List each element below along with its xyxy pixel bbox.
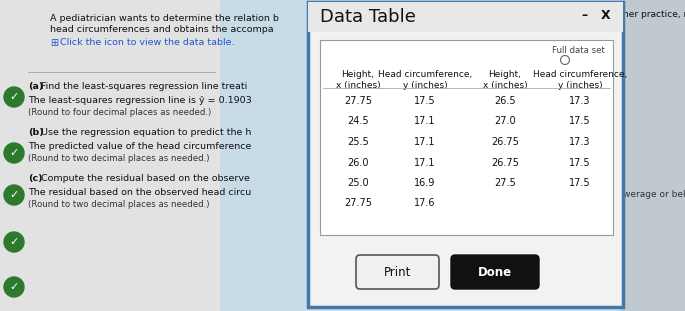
Text: X: X <box>601 9 610 22</box>
Text: 27.5: 27.5 <box>494 178 516 188</box>
Text: 26.75: 26.75 <box>491 157 519 168</box>
Text: her practice, measures their heights and: her practice, measures their heights and <box>623 10 685 19</box>
Text: 26.0: 26.0 <box>347 157 369 168</box>
Text: The predicted value of the head circumference: The predicted value of the head circumfe… <box>28 142 251 151</box>
Text: 17.1: 17.1 <box>414 117 436 127</box>
Text: Click the icon to view the data table.: Click the icon to view the data table. <box>60 38 234 47</box>
Circle shape <box>4 277 24 297</box>
Text: Height,
x (inches): Height, x (inches) <box>483 70 527 90</box>
Text: ✓: ✓ <box>10 148 18 158</box>
Text: 16.9: 16.9 <box>414 178 436 188</box>
Text: 17.5: 17.5 <box>569 117 590 127</box>
Text: 17.3: 17.3 <box>569 137 590 147</box>
Text: 27.75: 27.75 <box>344 198 372 208</box>
Text: ⊞: ⊞ <box>50 38 58 48</box>
Text: 17.1: 17.1 <box>414 137 436 147</box>
Text: A pediatrician wants to determine the relation b: A pediatrician wants to determine the re… <box>50 14 279 23</box>
Text: Compute the residual based on the observe: Compute the residual based on the observ… <box>38 174 250 183</box>
FancyBboxPatch shape <box>451 255 539 289</box>
Text: 25.5: 25.5 <box>347 137 369 147</box>
Text: 17.3: 17.3 <box>569 96 590 106</box>
Text: (c): (c) <box>28 174 42 183</box>
Text: (b): (b) <box>28 128 44 137</box>
Text: Full data set: Full data set <box>552 46 605 55</box>
Text: (Round to two decimal places as needed.): (Round to two decimal places as needed.) <box>28 200 210 209</box>
Text: head circumferences and obtains the accompa: head circumferences and obtains the acco… <box>50 25 273 34</box>
Text: The residual based on the observed head circu: The residual based on the observed head … <box>28 188 251 197</box>
Text: (a): (a) <box>28 82 43 91</box>
Circle shape <box>4 143 24 163</box>
Text: ✓: ✓ <box>10 190 18 200</box>
Text: 25.0: 25.0 <box>347 178 369 188</box>
Text: ✓: ✓ <box>10 237 18 247</box>
Text: (Round to two decimal places as needed.): (Round to two decimal places as needed.) <box>28 154 210 163</box>
FancyBboxPatch shape <box>320 40 613 235</box>
Text: 17.5: 17.5 <box>569 178 590 188</box>
Circle shape <box>4 87 24 107</box>
FancyBboxPatch shape <box>0 0 220 311</box>
Text: Head circumference,
y (inches): Head circumference, y (inches) <box>533 70 627 90</box>
FancyBboxPatch shape <box>356 255 439 289</box>
Text: Done: Done <box>478 266 512 278</box>
FancyBboxPatch shape <box>308 2 623 307</box>
Circle shape <box>4 185 24 205</box>
FancyBboxPatch shape <box>620 0 685 311</box>
Text: Use the regression equation to predict the h: Use the regression equation to predict t… <box>38 128 251 137</box>
Text: Print: Print <box>384 266 411 278</box>
Text: 27.75: 27.75 <box>344 96 372 106</box>
Text: 24.5: 24.5 <box>347 117 369 127</box>
Text: 17.5: 17.5 <box>569 157 590 168</box>
Text: 17.6: 17.6 <box>414 198 436 208</box>
Text: 17.1: 17.1 <box>414 157 436 168</box>
Text: ✓: ✓ <box>10 92 18 102</box>
Text: Find the least-squares regression line treati: Find the least-squares regression line t… <box>38 82 247 91</box>
Text: 17.5: 17.5 <box>414 96 436 106</box>
Text: werage or below average?: werage or below average? <box>623 190 685 199</box>
Circle shape <box>560 55 569 64</box>
Text: Height,
x (inches): Height, x (inches) <box>336 70 380 90</box>
Text: 27.0: 27.0 <box>494 117 516 127</box>
Text: 26.75: 26.75 <box>491 137 519 147</box>
Text: The least-squares regression line is ŷ = 0.1903: The least-squares regression line is ŷ =… <box>28 96 252 105</box>
FancyBboxPatch shape <box>308 2 623 32</box>
Text: (Round to four decimal places as needed.): (Round to four decimal places as needed.… <box>28 108 211 117</box>
Text: Data Table: Data Table <box>320 8 416 26</box>
Text: ✓: ✓ <box>10 282 18 292</box>
Text: 26.5: 26.5 <box>494 96 516 106</box>
Circle shape <box>4 232 24 252</box>
Text: –: – <box>581 9 587 22</box>
Text: Head circumference,
y (inches): Head circumference, y (inches) <box>378 70 472 90</box>
